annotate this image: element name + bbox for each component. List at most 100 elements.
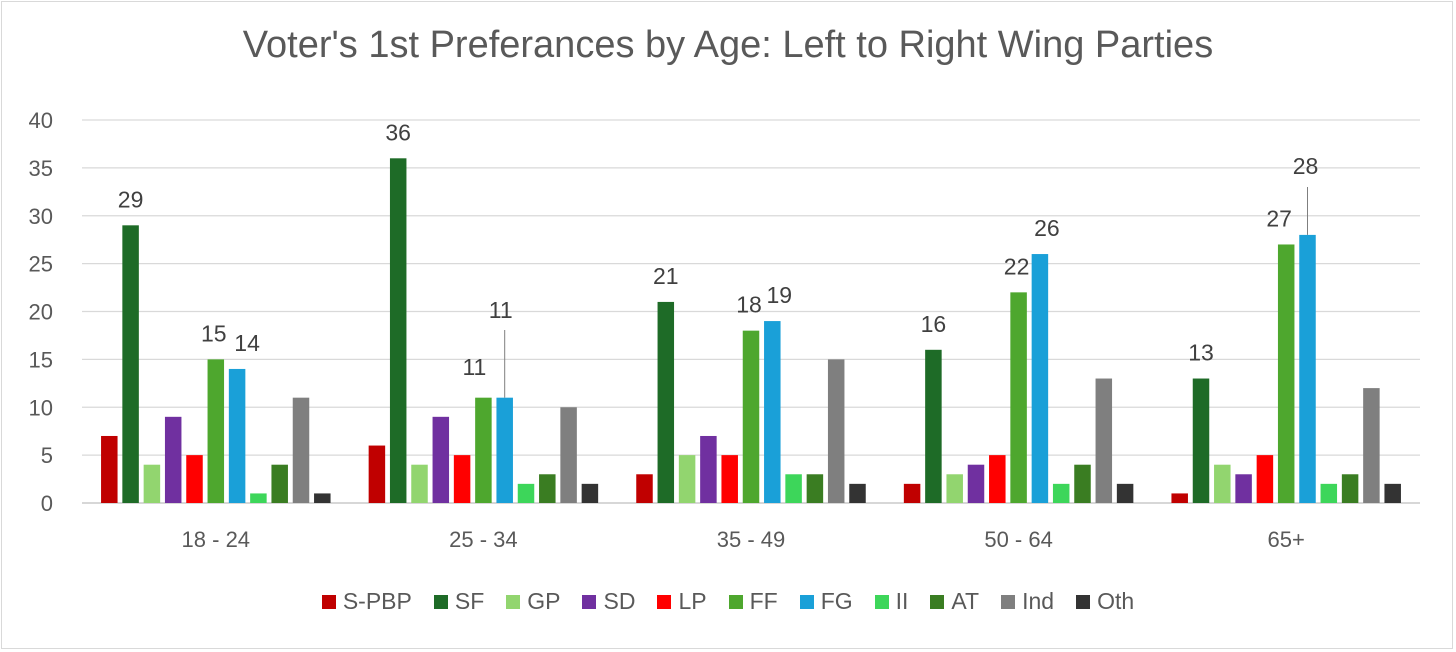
bar-ff-3 [1010,292,1027,503]
bar-sd-3 [967,464,985,503]
bar-fg-3 [1031,254,1049,503]
bar-oth-1 [581,483,599,503]
data-label-sf: 36 [385,119,411,145]
data-label-fg: 14 [234,330,260,356]
bar-lp-3 [989,455,1006,503]
legend-swatch [506,594,521,609]
y-tick-label: 40 [29,108,53,133]
bar-ind-1 [560,407,577,503]
bar-sd-1 [432,416,450,503]
data-label-ff: 22 [1004,253,1030,279]
bar-ind-3 [1095,378,1113,503]
bar-s-pbp-0 [101,435,118,503]
legend-item-gp: GP [506,588,560,615]
bar-sf-4 [1192,378,1210,503]
bar-oth-3 [1116,483,1134,503]
data-label-sf: 13 [1188,340,1214,366]
y-tick-label: 25 [29,252,53,277]
bar-ii-4 [1320,483,1338,503]
data-label-fg: 26 [1034,215,1060,241]
data-label-ff: 18 [736,292,762,318]
legend-swatch [582,594,597,609]
y-tick-label: 10 [29,395,53,420]
legend-item-sd: SD [582,588,635,615]
bar-at-3 [1074,464,1091,503]
bar-gp-4 [1214,464,1231,503]
legend-swatch [1076,594,1091,609]
bar-s-pbp-2 [636,474,653,503]
legend-label: AT [951,588,980,614]
bar-ind-2 [827,359,845,503]
legend-swatch [1001,594,1016,609]
y-tick-label: 5 [41,443,53,468]
y-tick-label: 35 [29,156,53,181]
legend-swatch [874,594,889,609]
legend-swatch [728,594,743,609]
chart-title: Voter's 1st Preferances by Age: Left to … [242,24,1214,66]
legend-swatch [321,594,336,609]
bar-ind-0 [292,397,310,503]
legend-label: LP [678,588,707,614]
bar-lp-0 [186,455,203,503]
data-label-ff: 11 [462,354,486,380]
bar-gp-0 [143,464,161,503]
legend: S-PBP SF GP SD LP FF FG II AT Ind Oth [0,588,1456,615]
bar-ff-2 [742,330,760,503]
bar-fg-1 [496,397,513,503]
legend-item-ind: Ind [1001,588,1054,615]
bar-fg-4 [1299,234,1316,503]
data-label-sf: 16 [921,311,947,337]
legend-swatch [799,594,814,609]
legend-item-lp: LP [657,588,707,615]
bar-ii-2 [785,474,802,503]
legend-item-sf: SF [433,588,484,615]
legend-label: GP [527,588,561,614]
bar-s-pbp-3 [903,483,921,503]
bar-oth-2 [849,483,866,503]
bar-ii-0 [250,493,267,503]
x-category-label: 50 - 64 [984,527,1053,552]
legend-swatch [930,594,945,609]
x-category-label: 25 - 34 [449,527,518,552]
bar-at-0 [271,464,288,503]
legend-label: SD [603,588,636,614]
y-tick-label: 0 [41,491,53,516]
bar-gp-1 [411,464,428,503]
bar-ff-4 [1277,244,1295,503]
bar-ii-3 [1052,483,1070,503]
bar-at-2 [806,474,824,503]
legend-label: FF [749,588,778,614]
legend-swatch [657,594,672,609]
bar-ff-1 [475,397,492,503]
y-tick-label: 20 [29,300,53,325]
y-tick-label: 15 [29,347,53,372]
x-category-label: 65+ [1268,527,1305,552]
legend-item-s-pbp: S-PBP [321,588,412,615]
bar-sd-2 [700,435,717,503]
legend-label: Ind [1022,588,1055,614]
legend-label: II [895,588,909,614]
bar-sf-3 [925,349,942,503]
data-label-ff: 15 [201,320,227,346]
x-category-label: 18 - 24 [182,527,251,552]
legend-item-oth: Oth [1076,588,1134,615]
bar-oth-4 [1384,483,1401,503]
bar-fg-0 [228,368,246,503]
bar-lp-4 [1256,455,1274,503]
y-tick-label: 30 [29,204,53,229]
bar-lp-1 [453,455,471,503]
bar-gp-3 [946,474,963,503]
bar-lp-2 [721,455,738,503]
bar-fg-2 [764,321,781,503]
bar-ind-4 [1363,388,1380,503]
legend-item-at: AT [930,588,979,615]
bar-sf-0 [122,225,139,503]
bar-sf-1 [389,158,407,504]
data-label-ff: 27 [1266,205,1292,231]
bar-sf-2 [657,301,675,503]
bar-at-1 [539,474,556,503]
legend-item-ii: II [874,588,909,615]
legend-label: S-PBP [342,588,412,614]
legend-label: Oth [1097,588,1135,614]
